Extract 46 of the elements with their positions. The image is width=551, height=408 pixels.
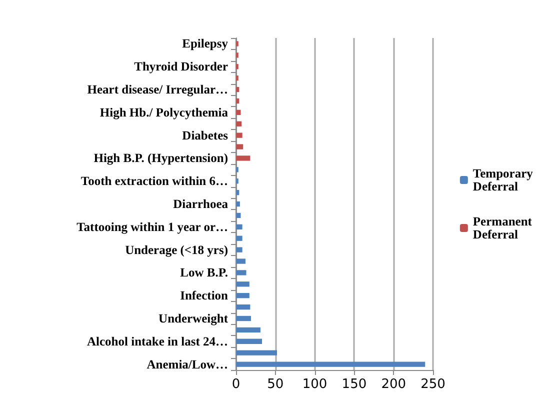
- y-tick-label: Low B.P.: [180, 266, 228, 280]
- bar: [236, 190, 240, 196]
- bar: [236, 304, 250, 310]
- bar: [236, 212, 241, 218]
- y-tick-label: Alcohol intake in last 24…: [87, 334, 228, 348]
- x-tick-label: 0: [232, 377, 240, 392]
- bar: [236, 258, 246, 264]
- y-tick-label: Heart disease/ Irregular…: [87, 82, 228, 97]
- y-tick-label: Epilepsy: [182, 36, 229, 51]
- legend-label: Temporary Deferral: [472, 166, 536, 194]
- y-tick-label: Underweight: [158, 311, 229, 326]
- bar: [236, 270, 246, 276]
- y-tick-label: Tattooing within 1 year or…: [76, 220, 228, 234]
- y-tick-label: Thyroid Disorder: [134, 60, 228, 74]
- bar: [236, 121, 242, 126]
- bar: [236, 282, 250, 287]
- bar: [236, 201, 240, 207]
- y-tick-label: Tooth extraction within 6…: [80, 174, 228, 188]
- y-tick-label: Underage (<18 yrs): [125, 242, 228, 257]
- bar: [236, 156, 250, 161]
- bar: [236, 110, 241, 115]
- bar: [236, 338, 262, 344]
- x-tick-label: 200: [381, 377, 406, 392]
- bar: [236, 350, 277, 356]
- y-tick-label: Infection: [180, 288, 228, 303]
- bar: [236, 224, 242, 230]
- bar: [236, 316, 251, 322]
- x-tick-label: 150: [342, 377, 367, 392]
- x-tick-label: 250: [420, 377, 446, 392]
- bar: [236, 247, 242, 252]
- y-tick-label: High Hb./ Polycythemia: [100, 105, 229, 120]
- y-tick-label: Diabetes: [182, 128, 228, 142]
- x-tick-label: 50: [267, 377, 284, 392]
- bar: [236, 98, 240, 104]
- bar: [236, 86, 240, 92]
- bar: [236, 327, 260, 333]
- bar: [236, 362, 426, 367]
- y-tick-label: Anemia/Low…: [146, 357, 228, 372]
- bar: [236, 236, 242, 241]
- y-tick-label: High B.P. (Hypertension): [94, 151, 228, 166]
- bar: [236, 132, 242, 138]
- legend-label: Permanent Deferral: [472, 214, 536, 242]
- x-tick-label: 100: [302, 377, 328, 392]
- bar: [236, 144, 244, 150]
- y-tick-label: Diarrhoea: [173, 197, 229, 211]
- bar: [236, 293, 250, 298]
